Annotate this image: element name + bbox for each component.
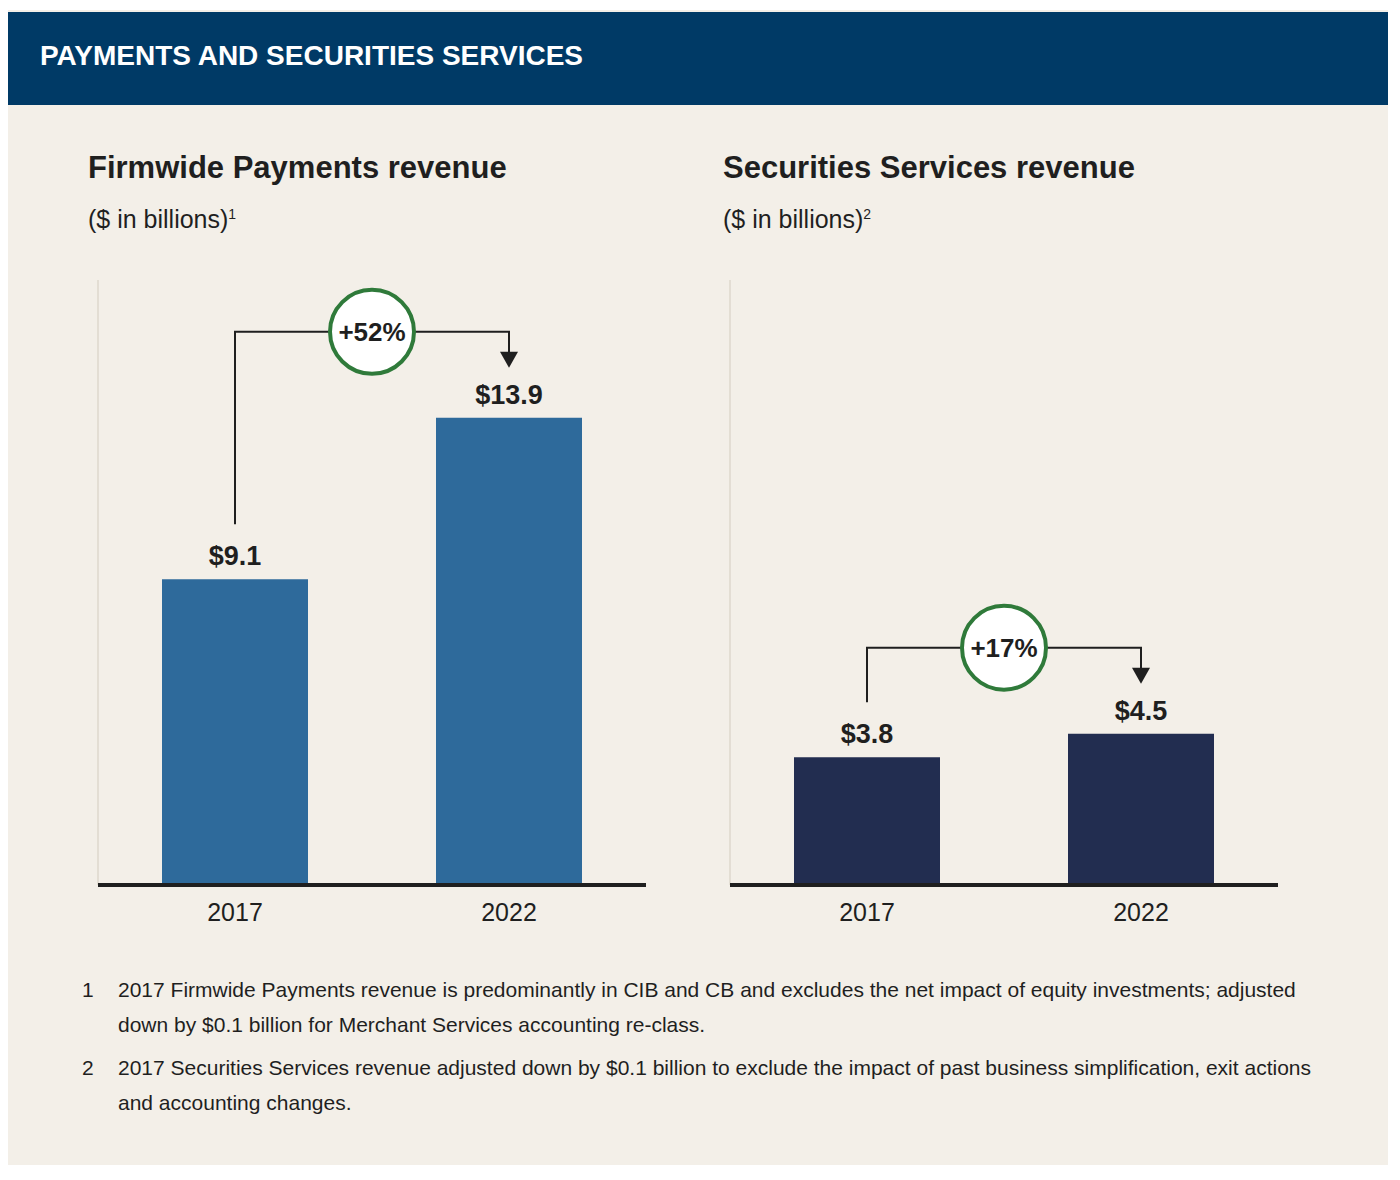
html-text:PAYMENTS AND SECURITIES SERVIC: PAYMENTS AND SECURITIES SERVICES: [40, 40, 583, 71]
html-text:Firmwide Payments revenue: Firmwide Payments revenue: [88, 150, 507, 185]
svg-text:+17%: +17%: [970, 633, 1037, 663]
html-text:Securities Services revenue: Securities Services revenue: [723, 150, 1135, 185]
html-text:2: 2: [82, 1056, 94, 1079]
svg-text:2017: 2017: [839, 898, 895, 926]
html-text:1: 1: [82, 978, 94, 1001]
svg-text:+52%: +52%: [338, 317, 405, 347]
svg-text:2022: 2022: [481, 898, 537, 926]
svg-text:$9.1: $9.1: [209, 541, 262, 571]
html-text:($ in billions)1: ($ in billions)1: [88, 205, 237, 233]
svg-text:2017: 2017: [207, 898, 263, 926]
svg-text:$3.8: $3.8: [841, 719, 894, 749]
svg-text:$13.9: $13.9: [475, 380, 543, 410]
html-text:2017 Firmwide Payments revenue: 2017 Firmwide Payments revenue is predom…: [118, 978, 1296, 1036]
html-text:2017 Securities Services reven: 2017 Securities Services revenue adjuste…: [118, 1056, 1311, 1114]
html-text:($ in billions)2: ($ in billions)2: [723, 205, 872, 233]
svg-text:$4.5: $4.5: [1115, 696, 1168, 726]
svg-text:2022: 2022: [1113, 898, 1169, 926]
